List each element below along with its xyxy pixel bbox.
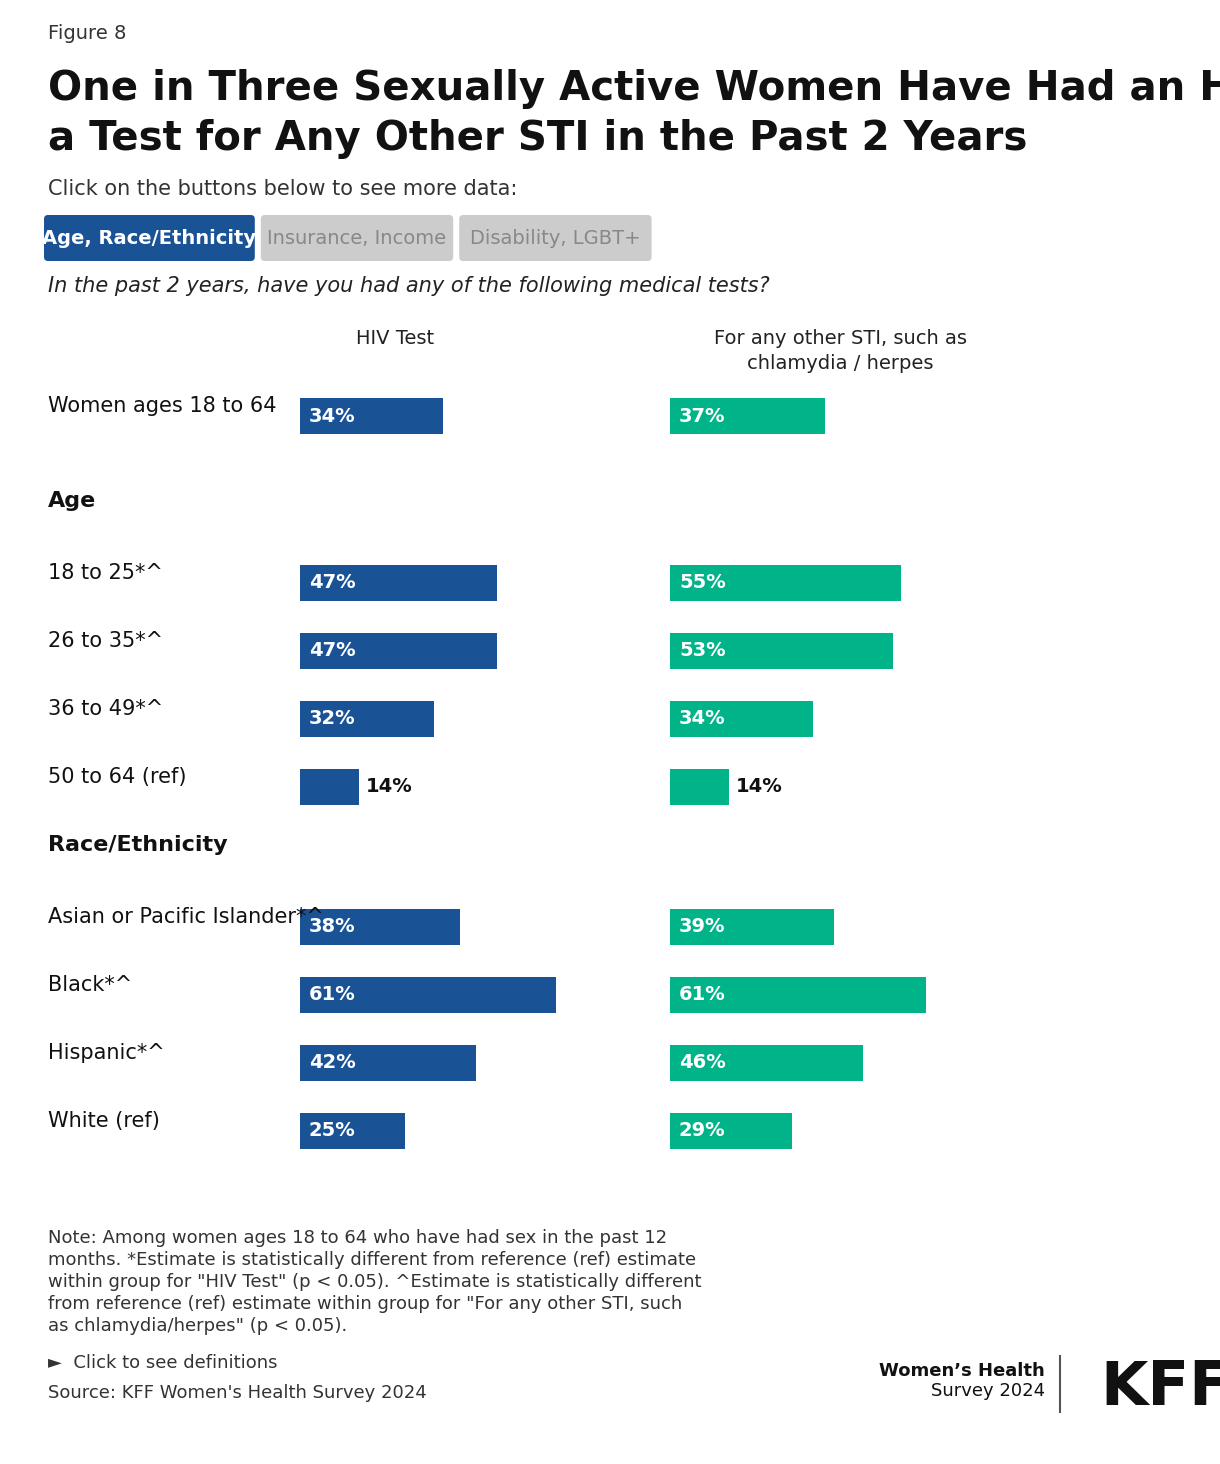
Bar bbox=[670, 565, 902, 602]
Bar bbox=[300, 398, 443, 433]
Text: Insurance, Income: Insurance, Income bbox=[267, 228, 447, 247]
Text: HIV Test: HIV Test bbox=[356, 329, 434, 348]
FancyBboxPatch shape bbox=[44, 215, 255, 261]
Text: 14%: 14% bbox=[736, 777, 782, 796]
Bar bbox=[300, 1113, 405, 1149]
Text: 14%: 14% bbox=[366, 777, 412, 796]
Bar bbox=[670, 701, 813, 736]
Text: 50 to 64 (ref): 50 to 64 (ref) bbox=[48, 767, 187, 788]
Text: In the past 2 years, have you had any of the following medical tests?: In the past 2 years, have you had any of… bbox=[48, 277, 770, 296]
Text: as chlamydia/herpes" (p < 0.05).: as chlamydia/herpes" (p < 0.05). bbox=[48, 1318, 348, 1335]
Text: 34%: 34% bbox=[309, 407, 355, 426]
Text: 34%: 34% bbox=[680, 710, 726, 729]
Text: Note: Among women ages 18 to 64 who have had sex in the past 12: Note: Among women ages 18 to 64 who have… bbox=[48, 1228, 667, 1247]
Text: months. *Estimate is statistically different from reference (ref) estimate: months. *Estimate is statistically diffe… bbox=[48, 1252, 697, 1269]
Text: 61%: 61% bbox=[309, 985, 356, 1004]
Text: 53%: 53% bbox=[680, 641, 726, 660]
Text: Women’s Health: Women’s Health bbox=[880, 1362, 1046, 1381]
Text: 25%: 25% bbox=[309, 1121, 356, 1140]
Text: 55%: 55% bbox=[680, 574, 726, 593]
Text: Disability, LGBT+: Disability, LGBT+ bbox=[470, 228, 640, 247]
Text: 32%: 32% bbox=[309, 710, 355, 729]
Text: Asian or Pacific Islander*^: Asian or Pacific Islander*^ bbox=[48, 908, 323, 927]
Text: Click on the buttons below to see more data:: Click on the buttons below to see more d… bbox=[48, 179, 517, 199]
Text: a Test for Any Other STI in the Past 2 Years: a Test for Any Other STI in the Past 2 Y… bbox=[48, 119, 1027, 160]
Text: One in Three Sexually Active Women Have Had an HIV Test or: One in Three Sexually Active Women Have … bbox=[48, 69, 1220, 108]
Bar bbox=[300, 632, 498, 669]
Text: from reference (ref) estimate within group for "For any other STI, such: from reference (ref) estimate within gro… bbox=[48, 1296, 682, 1313]
Text: Hispanic*^: Hispanic*^ bbox=[48, 1042, 165, 1063]
Text: Source: KFF Women's Health Survey 2024: Source: KFF Women's Health Survey 2024 bbox=[48, 1383, 427, 1403]
Text: KFF: KFF bbox=[1100, 1359, 1220, 1419]
Text: 61%: 61% bbox=[680, 985, 726, 1004]
Text: 47%: 47% bbox=[309, 641, 355, 660]
Text: 42%: 42% bbox=[309, 1054, 356, 1073]
Bar bbox=[670, 398, 826, 433]
Text: White (ref): White (ref) bbox=[48, 1111, 160, 1132]
Text: 38%: 38% bbox=[309, 918, 355, 937]
Bar bbox=[300, 909, 460, 944]
Text: 36 to 49*^: 36 to 49*^ bbox=[48, 698, 163, 719]
Text: Age: Age bbox=[48, 490, 96, 511]
Bar bbox=[670, 1045, 864, 1080]
Bar bbox=[300, 1045, 476, 1080]
Text: Black*^: Black*^ bbox=[48, 975, 132, 996]
Text: Figure 8: Figure 8 bbox=[48, 23, 127, 42]
Bar bbox=[670, 976, 926, 1013]
Text: For any other STI, such as
chlamydia / herpes: For any other STI, such as chlamydia / h… bbox=[714, 329, 966, 373]
Text: Race/Ethnicity: Race/Ethnicity bbox=[48, 834, 228, 855]
Text: Survey 2024: Survey 2024 bbox=[931, 1382, 1046, 1400]
FancyBboxPatch shape bbox=[459, 215, 651, 261]
Text: 39%: 39% bbox=[680, 918, 726, 937]
Text: 18 to 25*^: 18 to 25*^ bbox=[48, 564, 163, 583]
Bar bbox=[670, 769, 728, 805]
Bar bbox=[670, 909, 833, 944]
Text: within group for "HIV Test" (p < 0.05). ^Estimate is statistically different: within group for "HIV Test" (p < 0.05). … bbox=[48, 1274, 702, 1291]
Text: Age, Race/Ethnicity: Age, Race/Ethnicity bbox=[43, 228, 256, 247]
Bar bbox=[670, 632, 893, 669]
Text: 29%: 29% bbox=[680, 1121, 726, 1140]
Text: ►  Click to see definitions: ► Click to see definitions bbox=[48, 1354, 277, 1372]
Bar bbox=[300, 701, 434, 736]
Bar bbox=[300, 976, 556, 1013]
Bar bbox=[300, 565, 498, 602]
Text: 37%: 37% bbox=[680, 407, 726, 426]
FancyBboxPatch shape bbox=[261, 215, 453, 261]
Text: 46%: 46% bbox=[680, 1054, 726, 1073]
Text: Women ages 18 to 64: Women ages 18 to 64 bbox=[48, 395, 277, 416]
Bar bbox=[300, 769, 359, 805]
Bar bbox=[670, 1113, 792, 1149]
Text: 26 to 35*^: 26 to 35*^ bbox=[48, 631, 163, 651]
Text: 47%: 47% bbox=[309, 574, 355, 593]
